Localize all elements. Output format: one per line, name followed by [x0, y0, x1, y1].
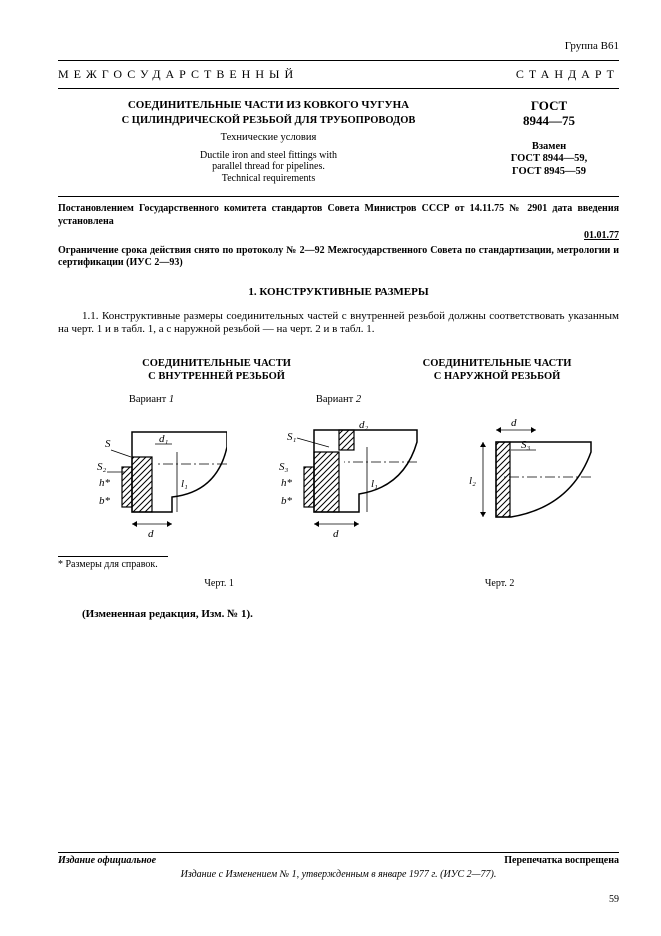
bottom-center: Издание с Изменением № 1, утвержденным в…: [58, 869, 619, 882]
replace-1: Взамен: [479, 141, 619, 154]
sub-headers: СОЕДИНИТЕЛЬНЫЕ ЧАСТИ С ВНУТРЕННЕЙ РЕЗЬБО…: [58, 357, 619, 383]
title-en-2: parallel thread for pipelines.: [64, 161, 473, 173]
figure-variant-2-svg: S₁ d₂ S₃ h* b* l₁ d: [259, 412, 419, 542]
svg-text:S₃: S₃: [279, 461, 289, 473]
svg-text:l₁: l₁: [181, 478, 188, 490]
replace-block: Взамен ГОСТ 8944—59, ГОСТ 8945—59: [479, 141, 619, 179]
svg-text:d₁: d₁: [159, 433, 169, 445]
gost-num: 8944—75: [479, 114, 619, 129]
header-left: СОЕДИНИТЕЛЬНЫЕ ЧАСТИ ИЗ КОВКОГО ЧУГУНА С…: [58, 99, 479, 185]
svg-text:d: d: [333, 528, 339, 540]
footnote-rule: [58, 556, 168, 557]
variant-1-label: Вариант 1: [58, 393, 245, 406]
svg-text:l₁: l₁: [371, 478, 378, 490]
svg-text:S₂: S₂: [97, 461, 107, 473]
diagram-external: d S₃ l₂: [432, 393, 619, 542]
svg-text:h*: h*: [281, 477, 293, 489]
svg-text:b*: b*: [99, 495, 111, 507]
changed-edition: (Измененная редакция, Изм. № 1).: [58, 608, 619, 622]
replace-3: ГОСТ 8945—59: [479, 166, 619, 179]
fig-1-label: Черт. 1: [58, 578, 380, 591]
bottom-block: Издание официальное Перепечатка воспреще…: [58, 852, 619, 907]
svg-text:h*: h*: [99, 477, 111, 489]
rule-top-1: [58, 60, 619, 61]
page-number: 59: [58, 894, 619, 907]
figure-labels: Черт. 1 Черт. 2: [58, 578, 619, 591]
title-ru-1: СОЕДИНИТЕЛЬНЫЕ ЧАСТИ ИЗ КОВКОГО ЧУГУНА: [64, 99, 473, 113]
svg-text:d₂: d₂: [359, 419, 369, 431]
decree-text: Постановлением Государственного комитета…: [58, 203, 619, 228]
rule-top-2: [58, 88, 619, 89]
svg-text:S₃: S₃: [521, 439, 531, 451]
spacer: [432, 393, 619, 406]
svg-text:S₁: S₁: [287, 431, 297, 443]
diagram-variant-2: Вариант 2 S₁ d₂ S₃ h* b* l₁ d: [245, 393, 432, 542]
rule-mid: [58, 196, 619, 197]
subheader-external: СОЕДИНИТЕЛЬНЫЕ ЧАСТИ С НАРУЖНОЙ РЕЗЬБОЙ: [375, 357, 619, 383]
header-right: ГОСТ 8944—75 Взамен ГОСТ 8944—59, ГОСТ 8…: [479, 99, 619, 185]
diagram-variant-1: Вариант 1 S d₁ S₂ h* b* l₁ d: [58, 393, 245, 542]
svg-text:S: S: [105, 438, 111, 450]
svg-text:l₂: l₂: [469, 475, 476, 487]
svg-text:d: d: [148, 528, 154, 540]
title-ru-2: С ЦИЛИНДРИЧЕСКОЙ РЕЗЬБОЙ ДЛЯ ТРУБОПРОВОД…: [64, 114, 473, 127]
group-label: Группа В61: [58, 40, 619, 54]
svg-text:b*: b*: [281, 495, 293, 507]
subheader-external-2: С НАРУЖНОЙ РЕЗЬБОЙ: [375, 370, 619, 383]
fig-2-label: Черт. 2: [380, 578, 619, 591]
effective-date: 01.01.77: [58, 230, 619, 243]
gost-label: ГОСТ: [479, 99, 619, 114]
title-ru-3: Технические условия: [64, 131, 473, 144]
doc-type-title: МЕЖГОСУДАРСТВЕННЫЙ СТАНДАРТ: [58, 63, 619, 86]
limitation-text: Ограничение срока действия снято по прот…: [58, 245, 619, 270]
subheader-internal-1: СОЕДИНИТЕЛЬНЫЕ ЧАСТИ: [58, 357, 375, 370]
bottom-row-1: Издание официальное Перепечатка воспреще…: [58, 852, 619, 868]
reprint-prohibited: Перепечатка воспрещена: [504, 855, 619, 868]
footnote: * Размеры для справок.: [58, 559, 619, 572]
variant-2-label: Вариант 2: [245, 393, 432, 406]
title-right: СТАНДАРТ: [516, 67, 619, 82]
title-left: МЕЖГОСУДАРСТВЕННЫЙ: [58, 67, 298, 82]
replace-2: ГОСТ 8944—59,: [479, 153, 619, 166]
title-en-3: Technical requirements: [64, 173, 473, 185]
official-edition: Издание официальное: [58, 855, 156, 868]
svg-text:d: d: [511, 417, 517, 429]
subheader-external-1: СОЕДИНИТЕЛЬНЫЕ ЧАСТИ: [375, 357, 619, 370]
subheader-internal: СОЕДИНИТЕЛЬНЫЕ ЧАСТИ С ВНУТРЕННЕЙ РЕЗЬБО…: [58, 357, 375, 383]
section-1-title: 1. КОНСТРУКТИВНЫЕ РАЗМЕРЫ: [58, 286, 619, 300]
para-1-1: 1.1. Конструктивные размеры соединительн…: [58, 310, 619, 338]
subheader-internal-2: С ВНУТРЕННЕЙ РЕЗЬБОЙ: [58, 370, 375, 383]
figure-2-svg: d S₃ l₂: [451, 412, 601, 542]
title-en-1: Ductile iron and steel fittings with: [64, 150, 473, 162]
diagrams-row: Вариант 1 S d₁ S₂ h* b* l₁ d: [58, 393, 619, 542]
header-block: СОЕДИНИТЕЛЬНЫЕ ЧАСТИ ИЗ КОВКОГО ЧУГУНА С…: [58, 91, 619, 195]
figure-variant-1-svg: S d₁ S₂ h* b* l₁ d: [77, 412, 227, 542]
